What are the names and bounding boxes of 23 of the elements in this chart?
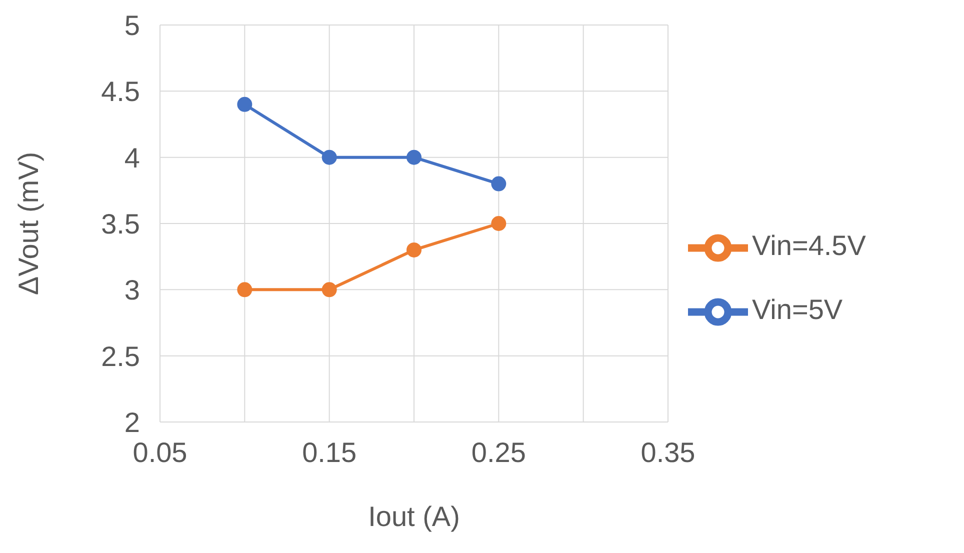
x-tick-label: 0.05 [132, 436, 188, 468]
legend-label: Vin=5V [752, 294, 843, 325]
y-tick-label: 2 [124, 406, 140, 438]
y-tick-label: 3.5 [101, 208, 140, 240]
point [322, 150, 337, 165]
point [237, 96, 252, 112]
y-axis-title: ΔVout (mV) [12, 152, 44, 296]
x-axis-title: Iout (A) [368, 501, 460, 532]
x-tick-label: 0.25 [471, 436, 526, 468]
point [237, 282, 252, 298]
y-tick-label: 3 [124, 274, 140, 306]
legend-label: Vin=4.5V [752, 230, 866, 261]
y-tick-label: 4.5 [101, 76, 140, 108]
point [406, 150, 422, 165]
point [491, 216, 506, 231]
point [406, 242, 422, 258]
x-tick-label: 0.35 [640, 436, 696, 468]
point [491, 176, 506, 192]
point [322, 282, 337, 298]
y-tick-label: 4 [124, 142, 140, 174]
x-tick-label: 0.15 [302, 436, 357, 468]
y-tick-label: 5 [124, 10, 140, 41]
y-tick-label: 2.5 [101, 340, 140, 372]
